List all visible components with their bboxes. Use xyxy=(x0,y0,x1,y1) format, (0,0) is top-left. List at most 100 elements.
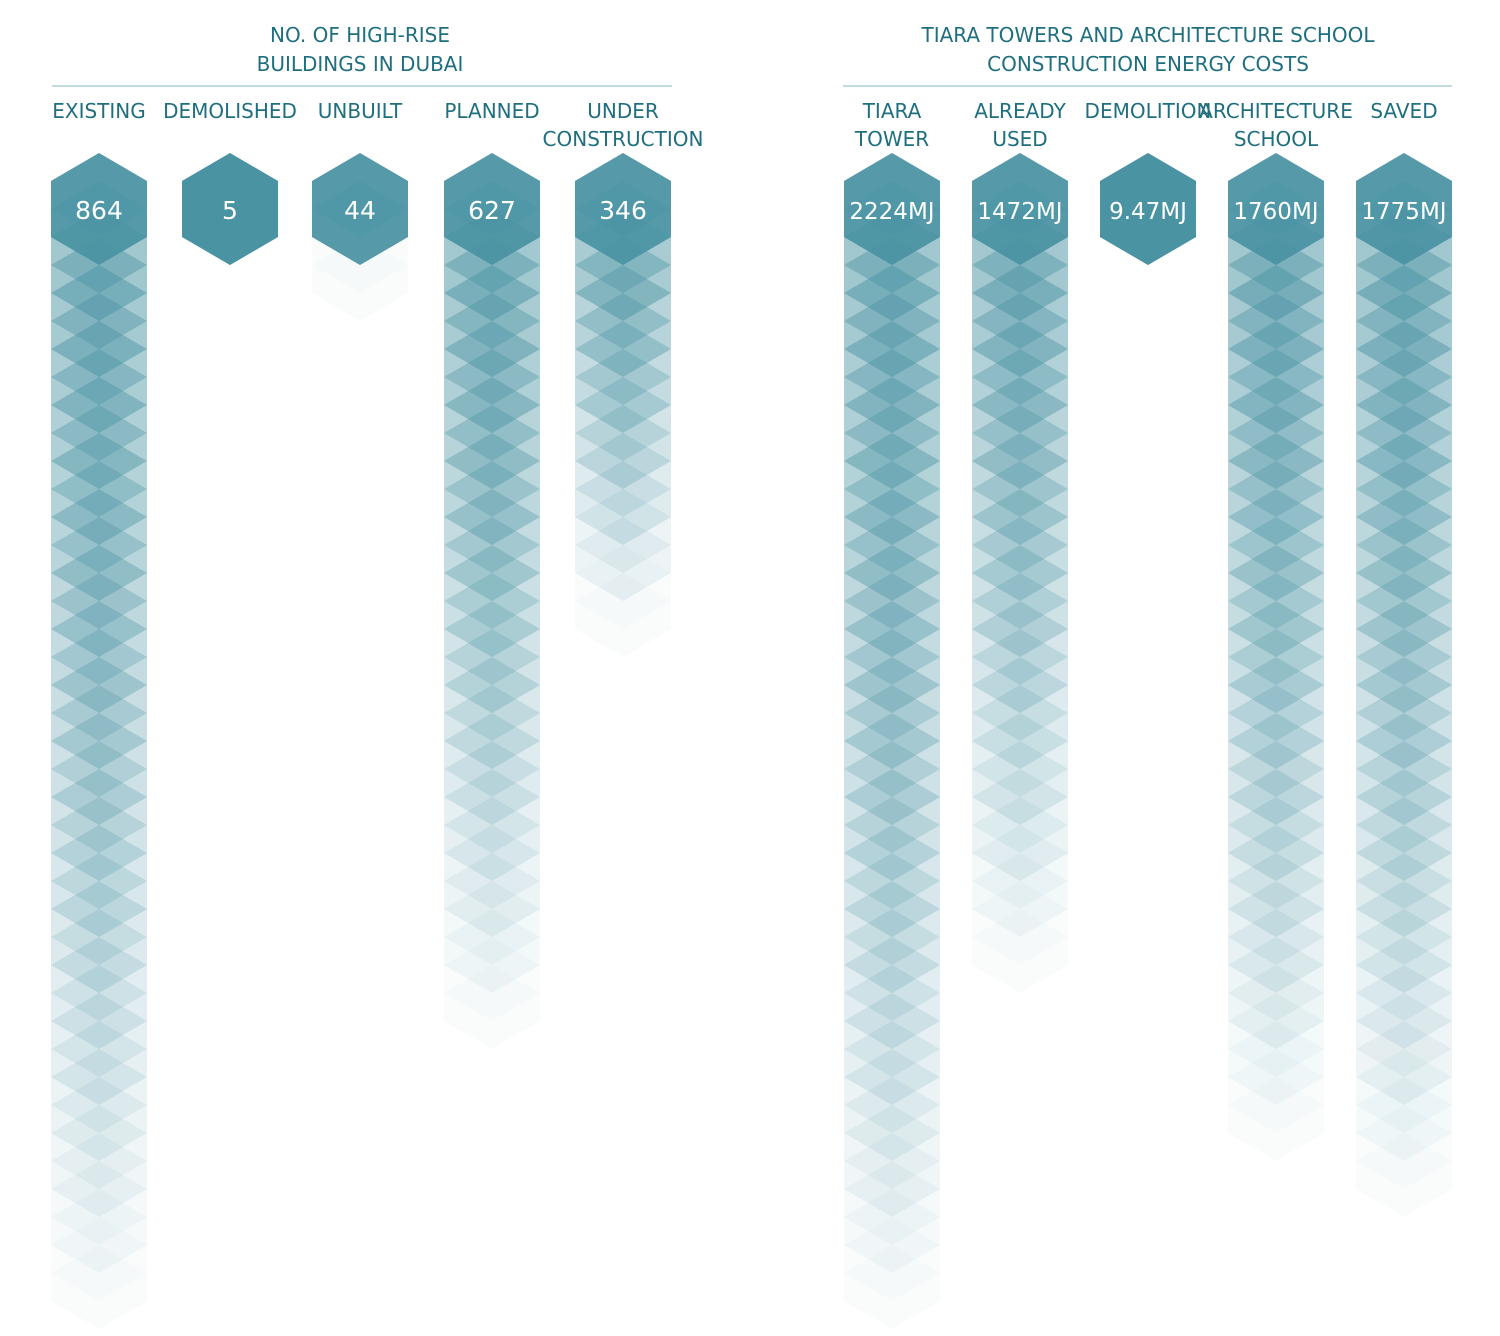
bar-diamond xyxy=(51,909,147,965)
bar-diamond xyxy=(844,573,940,629)
category-label: UNDER xyxy=(587,99,659,123)
bar-segment xyxy=(51,1105,147,1217)
bar-head xyxy=(182,153,278,265)
bar-head xyxy=(1100,153,1196,265)
category-label: TIARA xyxy=(862,99,922,123)
bar-segment xyxy=(1356,489,1452,601)
bar-head xyxy=(444,153,540,265)
bar-diamond xyxy=(51,293,147,349)
bar-diamond xyxy=(444,909,540,965)
bar-segment xyxy=(844,937,940,1049)
bar-diamond xyxy=(444,797,540,853)
bar-diamond xyxy=(1356,573,1452,629)
bar-segment xyxy=(51,1161,147,1273)
bar-diamond xyxy=(972,405,1068,461)
bar-segment xyxy=(575,321,671,433)
bar-head xyxy=(575,153,671,265)
bar-diamond xyxy=(1228,853,1324,909)
bar-head xyxy=(312,153,408,265)
bar-diamond xyxy=(51,517,147,573)
bar-segment xyxy=(972,825,1068,937)
bar-diamond xyxy=(844,405,940,461)
bar-segment xyxy=(1228,769,1324,881)
bar-segment xyxy=(972,545,1068,657)
bar-segment xyxy=(51,601,147,713)
bar-segment xyxy=(444,321,540,433)
bar-segment xyxy=(844,881,940,993)
bar-diamond xyxy=(575,349,671,405)
bar-segment xyxy=(575,265,671,377)
bar-diamond xyxy=(1228,629,1324,685)
bar-diamond xyxy=(444,461,540,517)
bar-head xyxy=(51,153,147,265)
bar-diamond xyxy=(1228,405,1324,461)
bar-diamond xyxy=(51,573,147,629)
bar-diamond xyxy=(444,573,540,629)
bar-segment xyxy=(1356,881,1452,993)
bar-segment xyxy=(51,937,147,1049)
bar-diamond xyxy=(972,349,1068,405)
bar-diamond xyxy=(575,461,671,517)
bar-diamond xyxy=(844,1021,940,1077)
bar-segment xyxy=(844,545,940,657)
bar-segment xyxy=(972,489,1068,601)
bar-diamond xyxy=(844,965,940,1021)
bar-diamond xyxy=(575,405,671,461)
bar-diamond xyxy=(1228,461,1324,517)
bar-diamond xyxy=(444,685,540,741)
bar-diamond xyxy=(1356,517,1452,573)
bar-segment xyxy=(444,377,540,489)
bar-segment xyxy=(444,265,540,377)
bar-diamond xyxy=(1228,349,1324,405)
bar-segment xyxy=(1228,489,1324,601)
value-label: 5 xyxy=(222,196,238,225)
bar-diamond xyxy=(444,629,540,685)
bar: 5 xyxy=(182,153,278,265)
bar-diamond xyxy=(51,685,147,741)
bar-diamond xyxy=(1356,853,1452,909)
bar-segment xyxy=(444,433,540,545)
bar-segment xyxy=(972,321,1068,433)
bar-segment xyxy=(1228,825,1324,937)
bar-diamond xyxy=(844,517,940,573)
bar-segment xyxy=(444,769,540,881)
bar-diamond xyxy=(844,741,940,797)
bar-diamond xyxy=(1228,797,1324,853)
bar-segment xyxy=(444,601,540,713)
category-label: SAVED xyxy=(1370,99,1437,123)
bar-segment xyxy=(1356,937,1452,1049)
bar-diamond xyxy=(51,629,147,685)
chart-highrise-buildings: NO. OF HIGH-RISE BUILDINGS IN DUBAI EXISTI… xyxy=(51,23,703,1273)
bar-diamond xyxy=(1356,685,1452,741)
bar-diamond xyxy=(51,741,147,797)
bar-segment xyxy=(444,657,540,769)
bar-diamond xyxy=(844,797,940,853)
bar-segment xyxy=(844,1105,940,1217)
bar: 1472MJ xyxy=(972,153,1068,937)
bar-segment xyxy=(972,657,1068,769)
category-label: ARCHITECTURE xyxy=(1199,99,1353,123)
bar-segment xyxy=(444,825,540,937)
bar-segment xyxy=(51,1049,147,1161)
bar-diamond xyxy=(844,1133,940,1189)
bar-diamond xyxy=(1228,573,1324,629)
chart-energy-costs: TIARA TOWERS AND ARCHITECTURE SCHOOL CONS… xyxy=(843,23,1452,1273)
bar-segment xyxy=(1356,601,1452,713)
bar-diamond xyxy=(575,517,671,573)
bar-segment xyxy=(1356,433,1452,545)
category-label: ALREADY xyxy=(974,99,1066,123)
bar-segment xyxy=(444,713,540,825)
category-label: TOWER xyxy=(854,127,929,151)
bar-segment xyxy=(51,265,147,377)
bar: 627 xyxy=(444,153,540,993)
bar-diamond xyxy=(51,349,147,405)
bar-segment xyxy=(575,433,671,545)
bar-head xyxy=(844,153,940,265)
bar-diamond xyxy=(1356,461,1452,517)
bar-diamond xyxy=(444,741,540,797)
category-label: DEMOLITION xyxy=(1085,99,1212,123)
bar-segment xyxy=(575,377,671,489)
bar-segment xyxy=(1356,1049,1452,1161)
bar-segment xyxy=(972,265,1068,377)
